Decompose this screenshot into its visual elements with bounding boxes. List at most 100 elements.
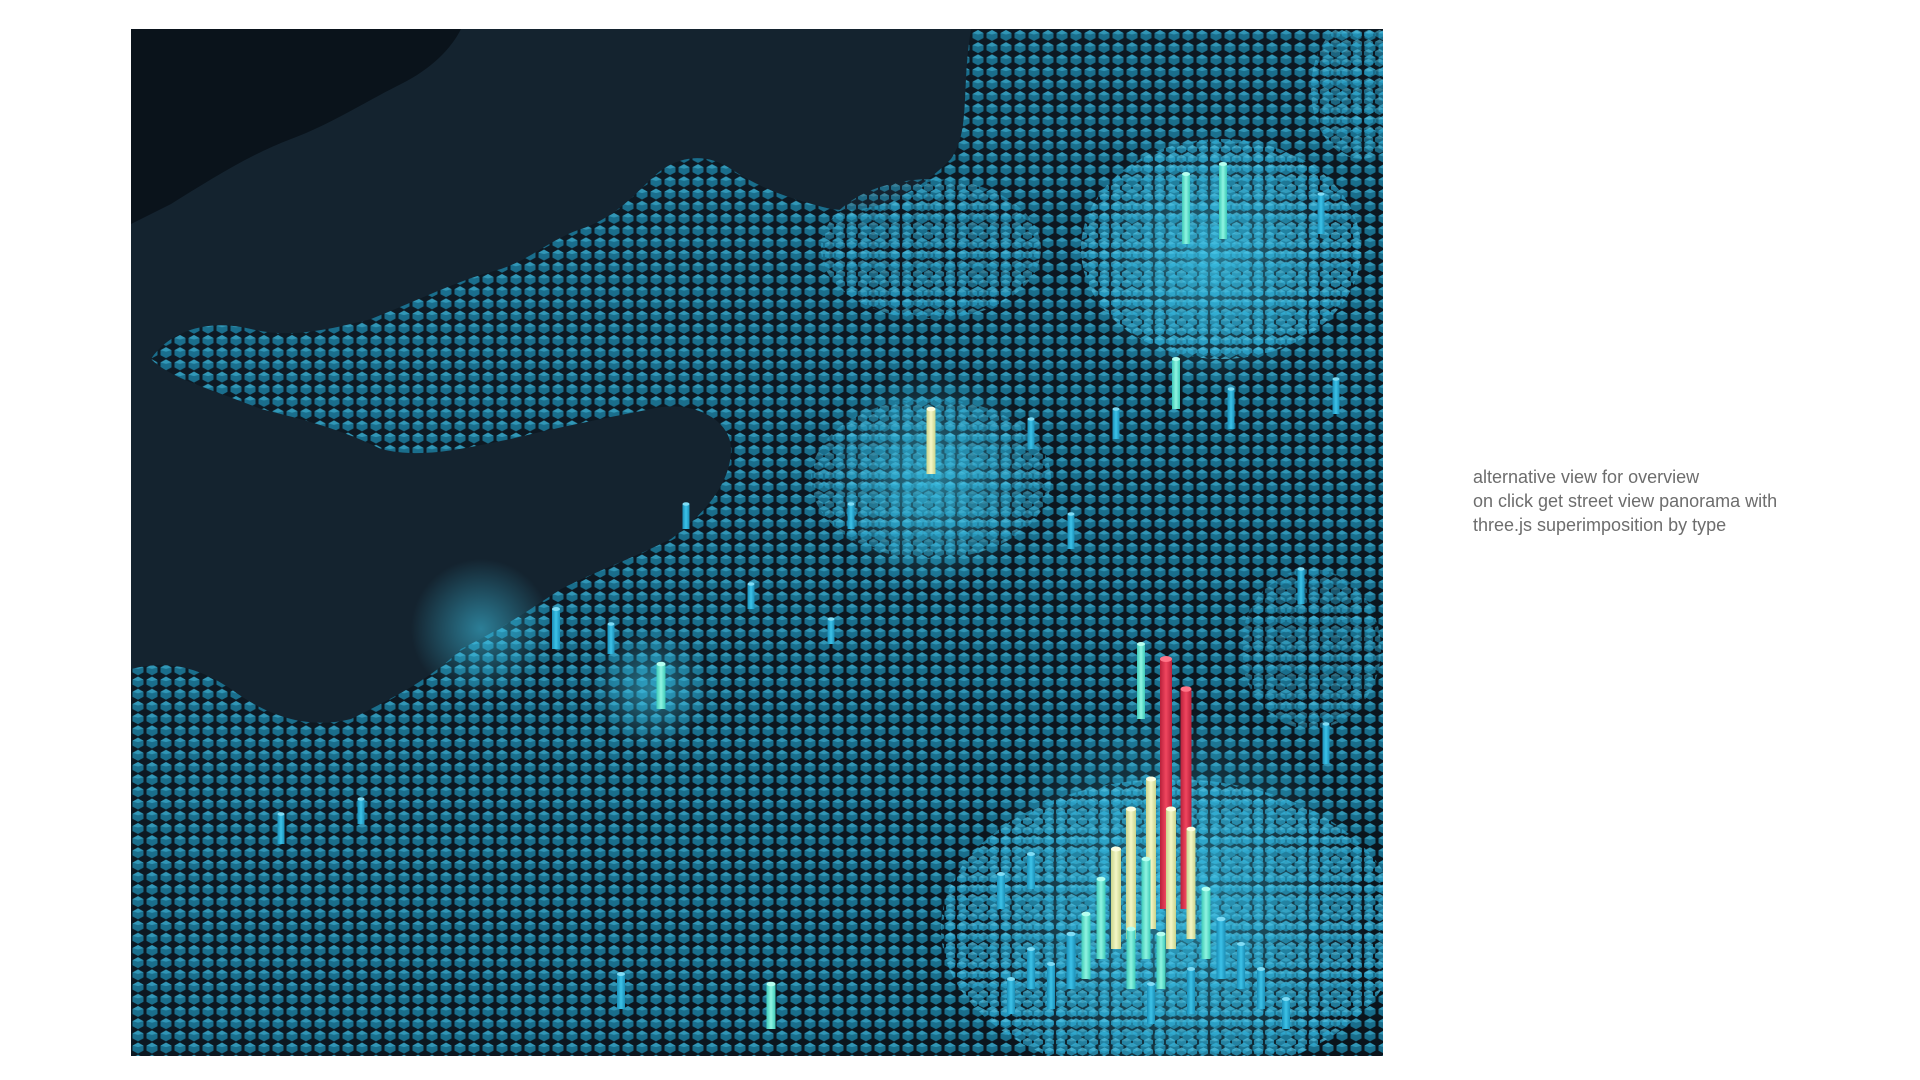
- hex-column[interactable]: [1332, 377, 1340, 414]
- hex-column[interactable]: [656, 661, 666, 709]
- hex-column-body: [1297, 569, 1305, 604]
- hex-column[interactable]: [1126, 926, 1136, 989]
- hex-column-body: [552, 609, 560, 649]
- hex-column-top: [682, 502, 690, 506]
- hex-column[interactable]: [1317, 192, 1325, 234]
- hex-column[interactable]: [1027, 947, 1035, 989]
- hex-column-body: [1282, 999, 1290, 1029]
- hex-column[interactable]: [1257, 967, 1265, 1009]
- hex-column-body: [682, 504, 690, 529]
- hex-column-body: [1126, 809, 1136, 939]
- hex-column[interactable]: [617, 972, 625, 1009]
- hex-column-body: [1332, 379, 1340, 414]
- hex-column-top: [1182, 172, 1190, 176]
- hex-column[interactable]: [1156, 931, 1166, 989]
- hex-column-top: [1160, 656, 1172, 662]
- hex-column[interactable]: [1186, 826, 1196, 939]
- hex-column-top: [1322, 722, 1330, 726]
- hex-column[interactable]: [1297, 567, 1305, 604]
- hex-column-top: [1172, 357, 1180, 361]
- hex-column-body: [1147, 984, 1155, 1024]
- hex-column[interactable]: [1146, 776, 1156, 930]
- hex-column[interactable]: [827, 617, 835, 644]
- hex-column-top: [617, 972, 625, 976]
- hex-column-top: [1111, 846, 1121, 852]
- hex-column-top: [656, 661, 666, 667]
- hex-column[interactable]: [682, 502, 690, 529]
- hex-column[interactable]: [926, 406, 936, 474]
- hex-column-top: [997, 872, 1005, 876]
- hex-column[interactable]: [766, 981, 776, 1029]
- hex-column[interactable]: [1172, 357, 1180, 409]
- hex-column[interactable]: [1282, 997, 1290, 1029]
- hex-column[interactable]: [1147, 982, 1155, 1024]
- hex-column-body: [926, 409, 936, 474]
- hex-column[interactable]: [1180, 686, 1192, 909]
- hex-column-body: [1067, 514, 1075, 549]
- hex-column[interactable]: [607, 622, 615, 654]
- hex-column-top: [1047, 962, 1055, 966]
- hex-column[interactable]: [1027, 417, 1035, 449]
- hex-column[interactable]: [1126, 806, 1136, 940]
- hex-column[interactable]: [1047, 962, 1055, 1009]
- hex-column-body: [747, 584, 755, 609]
- hex-column[interactable]: [1007, 977, 1015, 1014]
- hexagon-density-map[interactable]: [131, 29, 1383, 1056]
- hex-column[interactable]: [1182, 172, 1190, 244]
- hex-column[interactable]: [1166, 806, 1176, 950]
- hex-column[interactable]: [277, 812, 285, 844]
- hex-column-top: [1180, 686, 1192, 692]
- hex-column-body: [1111, 849, 1121, 949]
- hex-column-top: [1297, 567, 1305, 571]
- hex-column[interactable]: [1187, 967, 1195, 1014]
- hex-column[interactable]: [1111, 846, 1121, 950]
- hex-column-top: [1227, 387, 1235, 391]
- hex-column-body: [1186, 829, 1196, 939]
- annotation-line-3: three.js superimposition by type: [1473, 515, 1727, 535]
- hex-column-body: [1257, 969, 1265, 1009]
- hex-column-top: [1126, 806, 1136, 812]
- hex-column[interactable]: [1066, 931, 1076, 989]
- hex-column-top: [1027, 947, 1035, 951]
- hex-column-body: [827, 619, 835, 644]
- hex-column[interactable]: [1201, 886, 1211, 959]
- hex-column-top: [1216, 916, 1226, 922]
- hex-column-body: [656, 664, 666, 709]
- hex-column-top: [1027, 852, 1035, 856]
- hex-column[interactable]: [997, 872, 1005, 909]
- hex-column[interactable]: [1141, 856, 1151, 959]
- hex-column-top: [552, 607, 560, 611]
- hex-column[interactable]: [1027, 852, 1035, 889]
- hex-column[interactable]: [1112, 407, 1120, 439]
- hex-column[interactable]: [1237, 942, 1245, 989]
- hex-column-body: [1096, 879, 1106, 959]
- hex-column[interactable]: [1219, 162, 1227, 239]
- hex-column[interactable]: [747, 582, 755, 609]
- hex-column[interactable]: [552, 607, 560, 649]
- hex-column[interactable]: [1322, 722, 1330, 764]
- hex-column-body: [1081, 914, 1091, 979]
- hex-column[interactable]: [1096, 876, 1106, 959]
- hex-column[interactable]: [847, 502, 855, 529]
- hex-column-top: [827, 617, 835, 621]
- hex-column[interactable]: [1067, 512, 1075, 549]
- hex-column-body: [1182, 174, 1190, 244]
- hex-column[interactable]: [1081, 911, 1091, 979]
- hex-column[interactable]: [1216, 916, 1226, 979]
- hex-column-body: [1137, 644, 1145, 719]
- hex-column[interactable]: [1227, 387, 1235, 429]
- hex-column-body: [1146, 779, 1156, 929]
- hex-column-body: [766, 984, 776, 1029]
- hex-column[interactable]: [357, 797, 365, 824]
- hex-column-body: [1027, 854, 1035, 889]
- hex-column-top: [1067, 512, 1075, 516]
- map-canvas[interactable]: [131, 29, 1383, 1056]
- hex-column-top: [1146, 776, 1156, 782]
- hex-column-top: [1141, 856, 1151, 862]
- hex-column-body: [1187, 969, 1195, 1014]
- hex-column[interactable]: [1137, 642, 1145, 719]
- hex-column-top: [1096, 876, 1106, 882]
- hex-column-body: [1216, 919, 1226, 979]
- hex-column-top: [1332, 377, 1340, 381]
- hex-columns[interactable]: [277, 162, 1340, 1029]
